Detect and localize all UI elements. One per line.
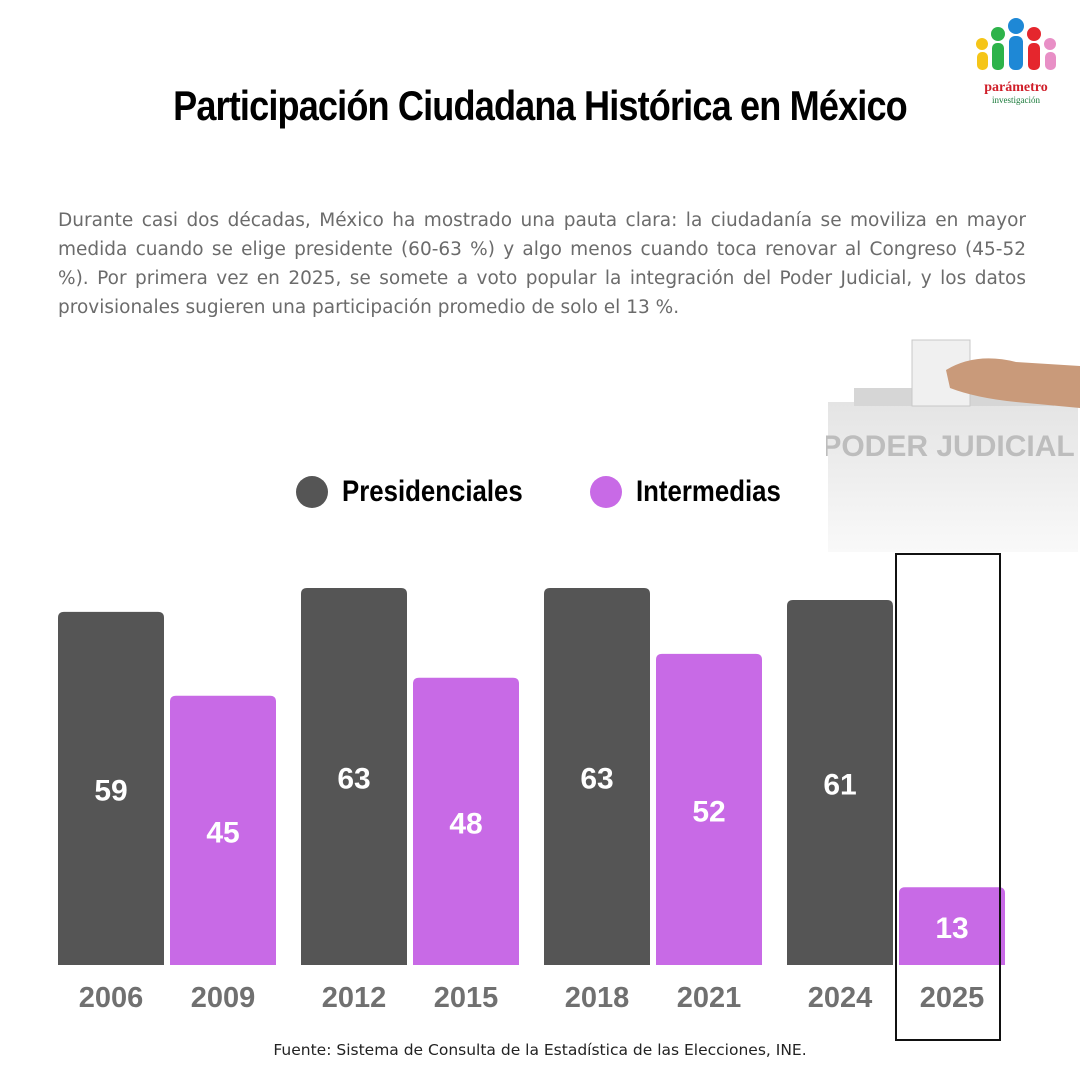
tick-label-2006: 2006 (79, 982, 144, 1014)
chart-legend: Presidenciales Intermedias (0, 472, 1080, 512)
intro-paragraph: Durante casi dos décadas, México ha most… (58, 210, 1026, 318)
bar-2015 (413, 677, 519, 965)
value-label-2006: 59 (94, 774, 127, 807)
tick-label-2012: 2012 (322, 982, 387, 1014)
ballot-box-illustration: PODER JUDICIAL (826, 339, 1080, 552)
bar-chart: 59 2006 45 2009 63 2012 48 2015 63 2018 52 2021 61 20… (58, 588, 1005, 1014)
tick-label-2025: 2025 (920, 982, 985, 1014)
value-label-2015: 48 (449, 807, 482, 840)
source-note: Fuente: Sistema de Consulta de la Estadí… (273, 1041, 807, 1059)
bar-2021 (656, 653, 762, 965)
bar-2009 (170, 695, 276, 965)
value-label-2024: 61 (823, 768, 856, 801)
logo-subtitle: investigación (992, 95, 1040, 105)
tick-label-2009: 2009 (191, 982, 256, 1014)
bar-2024 (787, 599, 893, 965)
legend-label-presidenciales: Presidenciales (341, 475, 523, 508)
value-label-2012: 63 (337, 763, 370, 796)
bar-2018 (544, 588, 650, 965)
chart-title: Participación Ciudadana Histórica en Méx… (173, 82, 908, 129)
bar-2006 (58, 611, 164, 965)
legend-swatch-presidenciales (295, 476, 328, 508)
bar-2012 (301, 588, 407, 965)
value-label-2018: 63 (580, 763, 613, 796)
tick-label-2021: 2021 (677, 982, 742, 1014)
tick-label-2024: 2024 (808, 982, 873, 1014)
tick-label-2015: 2015 (434, 982, 499, 1014)
legend-item-intermedias: Intermedias (589, 475, 784, 509)
tick-label-2018: 2018 (565, 982, 630, 1014)
highlight-2025-box (895, 553, 1001, 1041)
value-label-2025: 13 (935, 912, 968, 945)
value-label-2009: 45 (206, 816, 239, 849)
ballot-box-label: PODER JUDICIAL (826, 430, 1075, 463)
logo-wordmark: parámetro (984, 80, 1048, 95)
legend-swatch-intermedias (589, 476, 622, 508)
bar-2025 (899, 887, 1005, 965)
legend-item-presidenciales: Presidenciales (295, 475, 532, 509)
legend-label-intermedias: Intermedias (635, 475, 781, 508)
parametro-logo (976, 18, 1056, 70)
value-label-2021: 52 (692, 795, 725, 828)
